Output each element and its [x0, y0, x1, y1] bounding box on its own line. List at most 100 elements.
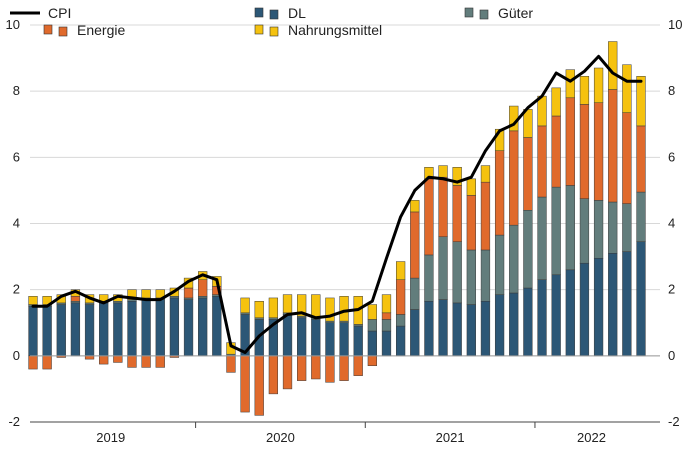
bar-energie: [127, 355, 137, 368]
bar-güter: [480, 249, 491, 302]
legend-swatch: [254, 24, 264, 35]
bar-dl: [311, 319, 321, 357]
bar-güter: [551, 186, 561, 276]
bar-dl: [480, 300, 491, 357]
bar-energie: [353, 355, 363, 376]
cpi-line-layer: [31, 54, 643, 354]
stacked-bars: [28, 41, 646, 416]
bar-dl: [183, 299, 194, 357]
bar-dl: [551, 274, 561, 357]
bar-energie: [113, 355, 123, 363]
legend-swatch: [464, 7, 474, 18]
bar-güter: [466, 249, 476, 305]
bar-nahrungsmittel: [608, 41, 618, 90]
bar-dl: [438, 299, 448, 357]
bar-güter: [608, 201, 618, 254]
bar-energie: [339, 355, 349, 381]
bar-energie: [622, 112, 632, 204]
bar-energie: [410, 211, 420, 279]
bar-nahrungsmittel: [622, 64, 632, 113]
bar-dl: [395, 325, 406, 357]
bar-dl: [70, 302, 81, 357]
bar-energie: [141, 355, 151, 368]
bar-energie: [282, 355, 293, 390]
bar-dl: [56, 304, 66, 357]
y-tick-label-right: 4: [668, 216, 675, 231]
bar-energie: [551, 115, 561, 188]
bar-nahrungsmittel: [254, 300, 264, 319]
y-tick-label-left: 10: [6, 17, 20, 32]
bar-dl: [509, 292, 519, 357]
x-tick-label: 2022: [577, 430, 606, 445]
bar-dl: [99, 302, 109, 357]
bar-dl: [608, 253, 618, 357]
bar-nahrungsmittel: [141, 289, 151, 299]
bar-energie: [183, 287, 194, 299]
bar-energie: [268, 355, 279, 395]
bar-dl: [410, 309, 420, 357]
bar-nahrungsmittel: [240, 297, 250, 314]
bar-dl: [565, 269, 575, 357]
bar-dl: [494, 294, 505, 357]
bar-energie: [537, 125, 547, 198]
bar-dl: [466, 304, 476, 357]
legend-swatch: [58, 26, 68, 37]
bar-güter: [593, 200, 604, 259]
bar-güter: [395, 314, 406, 327]
y-tick-label-left: -2: [8, 414, 20, 429]
bar-nahrungsmittel: [311, 294, 321, 319]
bar-nahrungsmittel: [127, 289, 137, 300]
bar-dl: [424, 300, 434, 357]
bar-güter: [410, 277, 420, 310]
bar-energie: [494, 150, 505, 236]
bar-nahrungsmittel: [565, 69, 575, 99]
bar-energie: [480, 181, 491, 251]
bar-energie: [42, 355, 52, 370]
bar-nahrungsmittel: [282, 294, 293, 314]
bar-nahrungsmittel: [381, 294, 392, 314]
bar-dl: [339, 322, 349, 357]
bar-güter: [537, 196, 547, 280]
bar-dl: [155, 299, 165, 357]
bar-energie: [70, 296, 81, 302]
x-tick-label: 2019: [96, 430, 125, 445]
bar-energie: [509, 130, 519, 226]
bar-energie: [311, 355, 321, 380]
y-tick-label-left: 6: [13, 149, 20, 164]
bar-nahrungsmittel: [480, 165, 491, 183]
bar-nahrungsmittel: [494, 128, 505, 151]
bar-nahrungsmittel: [367, 304, 377, 320]
bar-energie: [608, 89, 618, 203]
bar-energie: [636, 125, 646, 193]
bar-nahrungsmittel: [297, 294, 307, 317]
legend-swatch: [254, 7, 264, 18]
bar-dl: [42, 305, 52, 357]
y-tick-label-right: 0: [668, 348, 675, 363]
bar-dl: [84, 304, 95, 357]
bar-güter: [636, 191, 646, 242]
bar-dl: [367, 330, 377, 357]
bar-dl: [523, 287, 533, 357]
bar-güter: [565, 185, 575, 271]
bar-energie: [579, 104, 590, 199]
y-tick-label-right: -2: [668, 414, 680, 429]
bar-nahrungsmittel: [339, 296, 349, 322]
bar-nahrungsmittel: [325, 297, 335, 322]
legend: DL Güter Energie Nahrungsmittel CPI: [10, 5, 533, 38]
bar-nahrungsmittel: [452, 167, 462, 186]
bar-energie: [297, 355, 307, 381]
bar-güter: [509, 224, 519, 294]
bar-dl: [198, 297, 208, 357]
bar-dl: [127, 300, 137, 357]
bar-güter: [438, 236, 448, 300]
legend-swatch: [43, 24, 53, 35]
bar-nahrungsmittel: [438, 165, 448, 178]
bar-energie: [452, 185, 462, 242]
bar-energie: [523, 137, 533, 211]
axes: 2019 2020 2021 2022 -2 -2 0 0 2 2 4 4 6 6 8 8 10 10: [6, 17, 683, 445]
y-tick-label-left: 2: [13, 282, 20, 297]
bar-güter: [494, 234, 505, 295]
bar-energie: [424, 178, 434, 256]
bar-dl: [325, 322, 335, 357]
